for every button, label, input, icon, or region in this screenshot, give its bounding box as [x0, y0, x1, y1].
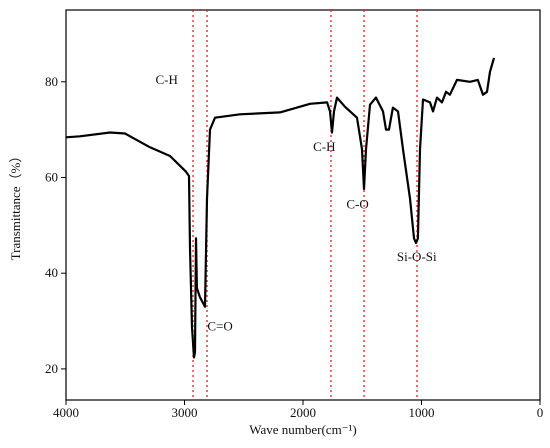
x-tick-label: 0 — [537, 405, 544, 420]
plot-frame — [65, 9, 541, 401]
y-tick-label: 40 — [45, 265, 58, 280]
x-tick-label: 4000 — [53, 405, 79, 420]
x-tick-label: 2000 — [290, 405, 316, 420]
x-tick-label: 1000 — [409, 405, 435, 420]
y-tick-label: 20 — [45, 361, 58, 376]
spectrum-line — [65, 57, 496, 359]
annotation: C=O — [207, 319, 232, 334]
x-tick-label: 3000 — [172, 405, 198, 420]
annotation: C-H — [313, 139, 335, 154]
annotation: C-O — [346, 197, 368, 212]
x-axis-label: Wave number(cm⁻¹) — [249, 422, 357, 437]
y-tick-label: 80 — [45, 74, 58, 89]
annotation: Si-O-Si — [397, 249, 437, 264]
y-axis-label: Transmittance（%） — [8, 150, 23, 261]
y-tick-label: 60 — [45, 169, 58, 184]
annotation: C-H — [156, 72, 178, 87]
